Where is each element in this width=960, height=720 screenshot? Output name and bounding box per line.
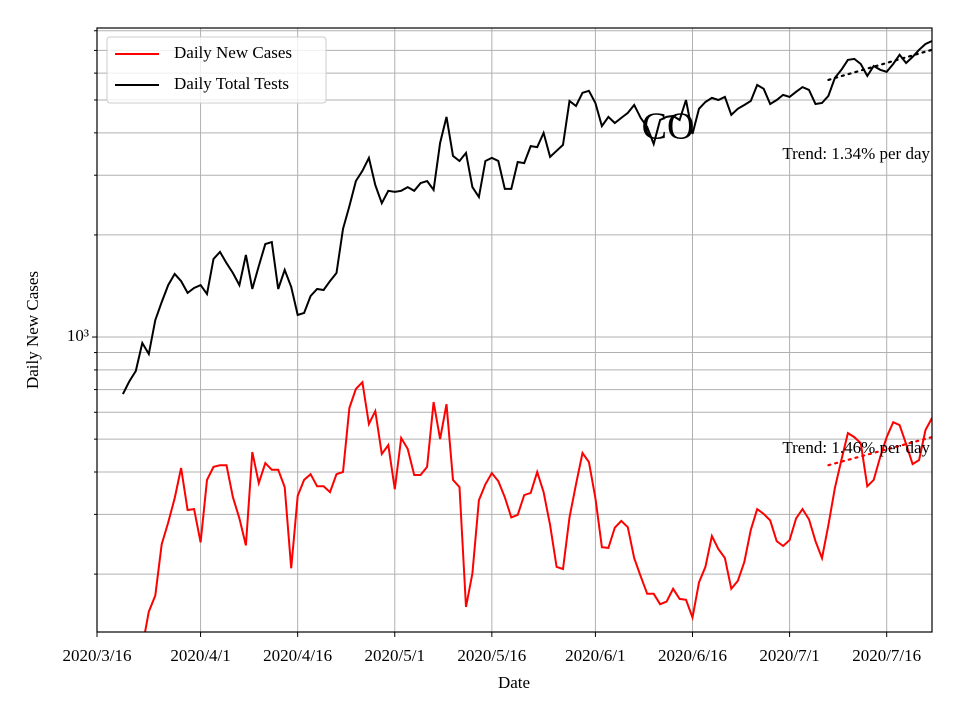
legend-label: Daily New Cases [174, 43, 292, 62]
x-tick-label: 2020/6/1 [565, 646, 625, 665]
x-axis-label: Date [498, 673, 530, 692]
x-tick-label: 2020/7/1 [759, 646, 819, 665]
data-line [122, 40, 932, 395]
x-tick-label: 2020/6/16 [658, 646, 727, 665]
legend-label: Daily Total Tests [174, 74, 289, 93]
data-line [144, 380, 932, 632]
y-tick-label: 10³ [67, 326, 89, 345]
overlay-text: CO [642, 106, 695, 148]
x-tick-label: 2020/5/1 [365, 646, 425, 665]
x-tick-label: 2020/4/1 [170, 646, 230, 665]
x-tick-label: 2020/3/16 [63, 646, 132, 665]
plot-frame [96, 27, 933, 633]
x-tick-label: 2020/5/16 [457, 646, 526, 665]
x-tick-label: 2020/4/16 [263, 646, 332, 665]
legend-box [106, 36, 327, 104]
trend-annotation: Trend: 1.46% per day [782, 438, 930, 457]
y-axis-label: Daily New Cases [23, 271, 42, 389]
x-tick-label: 2020/7/16 [852, 646, 921, 665]
trend-annotation: Trend: 1.34% per day [782, 144, 930, 163]
legend: Daily New Cases Daily Total Tests [106, 36, 327, 104]
